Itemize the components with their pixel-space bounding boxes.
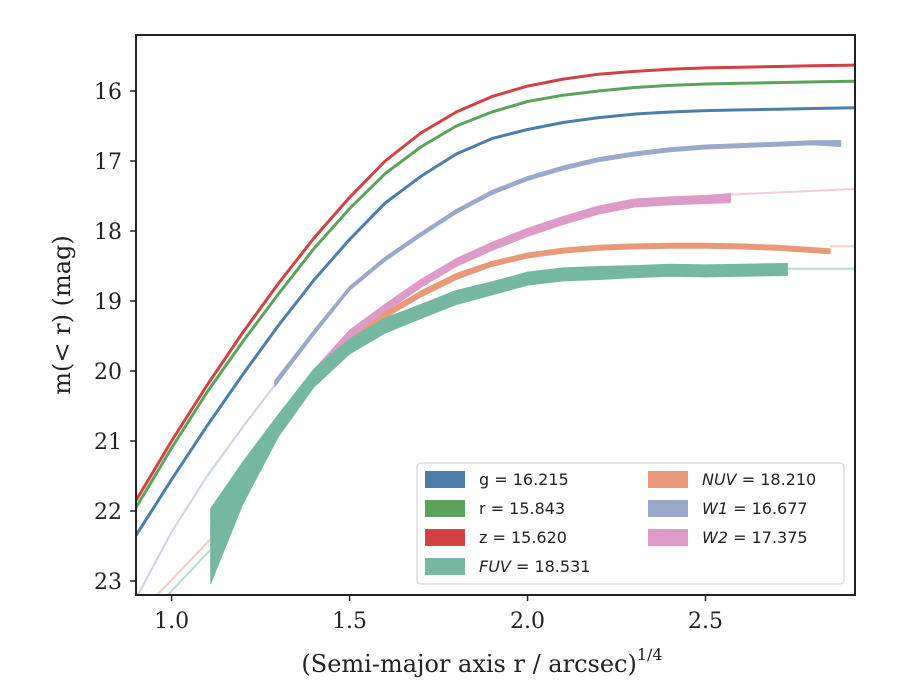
legend-label: r = 15.843 — [479, 499, 565, 518]
x-axis-label-exponent: 1/4 — [637, 645, 663, 664]
series-w2-extrapolation — [730, 188, 855, 196]
plot-frame — [135, 34, 856, 596]
legend-equals: = — [486, 499, 510, 518]
legend-swatch — [425, 529, 465, 546]
legend-value: 17.375 — [752, 528, 808, 547]
legend-value: 16.677 — [752, 499, 808, 518]
legend-value: 15.843 — [509, 499, 565, 518]
legend-equals: = — [489, 470, 513, 489]
y-tick-label: 20 — [94, 360, 122, 385]
legend-label: FUV = 18.531 — [479, 557, 590, 576]
y-axis: 16 17 18 19 20 21 22 23 — [94, 80, 136, 595]
legend-label: g = 16.215 — [479, 470, 569, 489]
legend-value: 18.210 — [760, 470, 816, 489]
legend-swatch — [648, 471, 688, 488]
series-w1 — [136, 140, 842, 595]
legend-value: 18.531 — [534, 557, 590, 576]
legend-item-w1: W1 = 16.677 — [648, 499, 808, 518]
legend: g = 16.215 r = 15.843 z = 15.620 FUV = 18.5… — [416, 462, 845, 585]
x-tick-label: 1.0 — [154, 609, 189, 634]
series-r-line — [136, 79, 855, 509]
series-fuv-extrapolation — [166, 548, 212, 595]
legend-value: 15.620 — [511, 528, 567, 547]
x-axis-label: (Semi-major axis r / arcsec)1/4 — [301, 645, 662, 678]
y-tick-label: 22 — [94, 500, 122, 525]
legend-value: 16.215 — [513, 470, 569, 489]
series-w2-band — [274, 193, 731, 438]
y-tick-label: 17 — [94, 150, 122, 175]
legend-swatch — [425, 558, 465, 575]
x-tick-label: 2.5 — [688, 609, 723, 634]
series-w2 — [274, 188, 855, 438]
legend-label: z = 15.620 — [479, 528, 567, 547]
series-fuv-band — [210, 263, 788, 584]
series-w1-extrapolation — [136, 384, 276, 595]
legend-equals: = — [737, 470, 761, 489]
legend-equals: = — [511, 557, 535, 576]
legend-band: g — [479, 470, 489, 489]
legend-item-nuv: NUV = 18.210 — [648, 470, 816, 489]
series-z-line — [136, 63, 855, 502]
series-g — [136, 106, 855, 537]
series-layer — [136, 63, 855, 595]
legend-item-w2: W2 = 17.375 — [648, 528, 808, 547]
series-w1-band — [274, 140, 842, 388]
y-tick-label: 21 — [94, 430, 122, 455]
series-fuv — [166, 263, 855, 595]
legend-band: FUV — [479, 557, 512, 576]
legend-band: W1 — [702, 499, 728, 518]
legend-item-z: z = 15.620 — [425, 528, 567, 547]
series-nuv-extrapolation — [155, 538, 212, 595]
legend-swatch — [648, 500, 688, 517]
legend-item-g: g = 16.215 — [425, 470, 569, 489]
legend-label: W2 = 17.375 — [702, 528, 808, 547]
legend-swatch — [648, 529, 688, 546]
legend-band: NUV — [702, 470, 738, 489]
legend-band: W2 — [702, 528, 728, 547]
x-axis: 1.0 1.5 2.0 2.5 — [154, 595, 723, 634]
series-g-line — [136, 106, 855, 537]
legend-box — [416, 462, 845, 585]
legend-equals: = — [728, 528, 752, 547]
y-tick-label: 16 — [94, 80, 122, 105]
legend-equals: = — [487, 528, 511, 547]
y-tick-label: 23 — [94, 570, 122, 595]
series-r — [136, 79, 855, 509]
y-axis-label: m(< r) (mag) — [48, 235, 76, 394]
y-tick-label: 18 — [94, 220, 122, 245]
legend-item-r: r = 15.843 — [425, 499, 565, 518]
legend-label: NUV = 18.210 — [702, 470, 816, 489]
x-tick-label: 1.5 — [332, 609, 367, 634]
legend-equals: = — [728, 499, 752, 518]
legend-swatch — [425, 500, 465, 517]
legend-swatch — [425, 471, 465, 488]
y-tick-label: 19 — [94, 290, 122, 315]
legend-item-fuv: FUV = 18.531 — [425, 557, 590, 576]
legend-label: W1 = 16.677 — [702, 499, 808, 518]
legend-band: z — [479, 528, 487, 547]
x-tick-label: 2.0 — [510, 609, 545, 634]
legend-band: r — [479, 499, 486, 518]
series-z — [136, 63, 855, 502]
